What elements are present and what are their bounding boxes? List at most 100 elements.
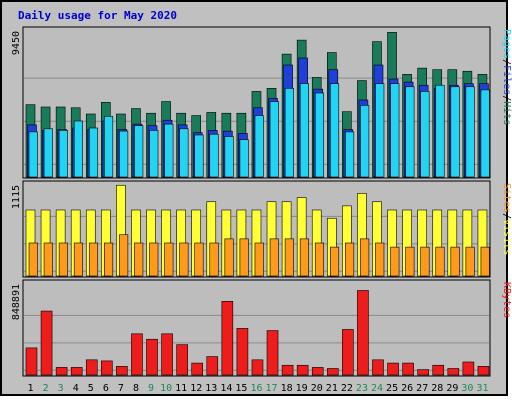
bar-kbytes-day-29 bbox=[447, 368, 460, 376]
bar-pages-day-3 bbox=[58, 130, 68, 178]
bar-kbytes-day-14 bbox=[221, 301, 234, 376]
bar-kbytes-day-2 bbox=[40, 310, 53, 376]
bar-sites-day-8 bbox=[134, 242, 144, 277]
bar-sites-day-30 bbox=[465, 246, 475, 277]
bar-pages-day-7 bbox=[119, 130, 129, 178]
bar-kbytes-day-28 bbox=[432, 364, 445, 376]
x-tick-day-17: 17 bbox=[266, 383, 278, 394]
x-tick-day-5: 5 bbox=[88, 383, 94, 394]
bar-sites-day-14 bbox=[224, 238, 234, 277]
bar-sites-day-17 bbox=[269, 238, 279, 277]
bar-sites-day-27 bbox=[420, 246, 430, 277]
bar-pages-day-12 bbox=[194, 134, 204, 178]
x-tick-day-16: 16 bbox=[250, 383, 262, 394]
bar-kbytes-day-3 bbox=[55, 367, 68, 376]
legend-middle-item-1: / bbox=[501, 213, 512, 219]
x-tick-day-31: 31 bbox=[476, 383, 488, 394]
x-tick-day-6: 6 bbox=[103, 383, 109, 394]
bar-kbytes-day-9 bbox=[146, 338, 158, 376]
bar-pages-day-27 bbox=[420, 91, 430, 178]
bar-sites-day-22 bbox=[345, 242, 355, 277]
bar-sites-day-24 bbox=[375, 242, 385, 277]
bar-sites-day-2 bbox=[43, 242, 53, 277]
y-max-label-2: 848891 bbox=[11, 284, 22, 320]
y-max-label-0: 9450 bbox=[11, 31, 22, 55]
x-tick-day-2: 2 bbox=[43, 383, 49, 394]
bar-kbytes-day-20 bbox=[311, 367, 324, 376]
bar-sites-day-12 bbox=[194, 242, 204, 277]
x-tick-day-26: 26 bbox=[401, 383, 413, 394]
bar-pages-day-10 bbox=[164, 123, 174, 178]
bar-kbytes-day-25 bbox=[387, 362, 399, 376]
bar-pages-day-18 bbox=[284, 88, 294, 178]
legend-middle-item-2: Visits bbox=[501, 219, 512, 255]
bar-kbytes-day-23 bbox=[357, 290, 369, 376]
x-tick-day-12: 12 bbox=[190, 383, 202, 394]
bar-kbytes-day-27 bbox=[417, 369, 429, 376]
bar-sites-day-26 bbox=[405, 246, 415, 277]
bar-pages-day-1 bbox=[28, 131, 38, 178]
bar-kbytes-day-6 bbox=[101, 360, 113, 376]
bar-kbytes-day-15 bbox=[236, 328, 249, 376]
x-tick-day-11: 11 bbox=[175, 383, 187, 394]
bar-kbytes-day-1 bbox=[25, 347, 38, 376]
bar-kbytes-day-26 bbox=[402, 362, 414, 376]
x-tick-day-13: 13 bbox=[205, 383, 217, 394]
bar-pages-day-16 bbox=[254, 115, 264, 178]
bar-sites-day-10 bbox=[164, 242, 174, 277]
bar-kbytes-day-16 bbox=[251, 359, 264, 376]
x-tick-day-9: 9 bbox=[148, 383, 154, 394]
chart-title: Daily usage for May 2020 bbox=[18, 9, 177, 22]
bar-sites-day-25 bbox=[390, 246, 400, 277]
legend-top-item-0: Pages bbox=[501, 29, 512, 59]
bar-sites-day-6 bbox=[104, 242, 114, 277]
x-tick-day-28: 28 bbox=[431, 383, 443, 394]
bar-pages-day-9 bbox=[149, 130, 159, 178]
x-tick-day-10: 10 bbox=[160, 383, 172, 394]
x-tick-day-14: 14 bbox=[220, 383, 232, 394]
bar-pages-day-13 bbox=[209, 133, 219, 178]
bar-kbytes-day-19 bbox=[296, 364, 309, 376]
bar-pages-day-25 bbox=[390, 83, 400, 178]
bar-pages-day-30 bbox=[465, 86, 475, 178]
bar-sites-day-16 bbox=[254, 242, 264, 277]
bar-pages-day-6 bbox=[104, 116, 114, 178]
bar-kbytes-day-31 bbox=[477, 366, 490, 376]
bar-sites-day-3 bbox=[58, 242, 68, 277]
bar-sites-day-15 bbox=[239, 238, 249, 277]
bar-sites-day-19 bbox=[299, 238, 309, 277]
legend-bottom-item-0: KBytes bbox=[501, 282, 512, 318]
x-tick-day-1: 1 bbox=[28, 383, 34, 394]
bar-sites-day-1 bbox=[28, 242, 38, 277]
bar-sites-day-18 bbox=[284, 238, 294, 277]
legend-middle: Sites/Visits bbox=[501, 183, 512, 255]
bar-pages-day-17 bbox=[269, 101, 279, 178]
bar-sites-day-7 bbox=[119, 234, 129, 277]
bar-pages-day-2 bbox=[43, 128, 53, 178]
bar-kbytes-day-30 bbox=[462, 361, 475, 376]
bar-sites-day-31 bbox=[480, 246, 490, 277]
bar-pages-day-21 bbox=[329, 83, 340, 178]
legend-top: Pages/Files/Hits bbox=[501, 29, 512, 125]
x-tick-day-19: 19 bbox=[296, 383, 308, 394]
x-tick-day-22: 22 bbox=[341, 383, 353, 394]
bar-kbytes-day-10 bbox=[161, 333, 173, 376]
bar-pages-day-15 bbox=[239, 139, 249, 178]
bar-sites-day-23 bbox=[360, 238, 370, 277]
bar-sites-day-28 bbox=[435, 246, 445, 277]
bar-pages-day-26 bbox=[405, 86, 415, 178]
bar-kbytes-day-12 bbox=[191, 362, 204, 376]
x-tick-day-18: 18 bbox=[281, 383, 293, 394]
bar-kbytes-day-4 bbox=[70, 367, 83, 376]
bar-kbytes-day-24 bbox=[372, 359, 384, 376]
bar-pages-day-23 bbox=[360, 105, 370, 178]
y-max-label-1: 1115 bbox=[11, 185, 22, 209]
bar-kbytes-day-5 bbox=[85, 359, 98, 376]
bar-pages-day-29 bbox=[450, 86, 460, 178]
bar-sites-day-21 bbox=[329, 246, 340, 277]
legend-top-item-4: Hits bbox=[501, 101, 512, 125]
bar-pages-day-14 bbox=[224, 136, 234, 178]
bar-pages-day-4 bbox=[73, 120, 83, 178]
x-tick-day-3: 3 bbox=[58, 383, 64, 394]
